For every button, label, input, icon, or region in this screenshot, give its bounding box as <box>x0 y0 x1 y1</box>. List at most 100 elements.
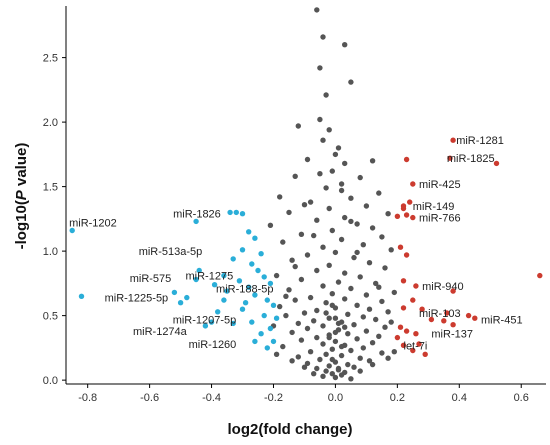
point-ns <box>369 361 376 368</box>
point-up <box>397 244 404 250</box>
x-tick-label: 0.2 <box>390 392 405 404</box>
point-ns <box>345 311 351 317</box>
point-ns <box>289 358 295 364</box>
point-down <box>242 300 249 306</box>
point-down <box>221 297 227 303</box>
y-tick-label: 2.5 <box>43 53 58 65</box>
point-ns <box>298 337 305 343</box>
point-ns <box>286 209 292 216</box>
point-ns <box>314 217 320 223</box>
point-ns <box>311 371 317 377</box>
point-up <box>394 213 401 219</box>
point-ns <box>295 354 301 360</box>
point-ns <box>326 127 332 133</box>
point-ns <box>348 79 354 85</box>
point-up <box>410 297 416 303</box>
point-ns <box>329 346 335 352</box>
y-axis-label-prefix: -log10( <box>13 200 30 249</box>
x-axis-label: log2(fold change) <box>228 421 353 438</box>
point-ns <box>376 333 382 339</box>
point-down <box>196 267 202 274</box>
point-annotation: miR-137 <box>431 329 473 341</box>
point-annotation: miR-1281 <box>456 135 504 147</box>
point-ns <box>373 280 379 287</box>
point-ns <box>332 315 339 321</box>
point-ns <box>298 276 305 283</box>
point-ns <box>335 279 342 285</box>
point-ns <box>342 160 348 167</box>
point-ns <box>323 92 329 98</box>
point-ns <box>357 355 363 361</box>
point-down <box>202 323 209 329</box>
x-tick-label: -0.6 <box>140 392 159 404</box>
point-down <box>236 278 243 284</box>
point-ns <box>314 7 320 13</box>
point-ns <box>379 234 385 240</box>
x-tick-label: -0.8 <box>78 392 97 404</box>
point-ns <box>338 187 345 194</box>
point-ns <box>320 373 326 379</box>
point-ns <box>338 352 345 359</box>
point-up <box>403 252 410 258</box>
point-up <box>397 324 404 330</box>
point-ns <box>314 334 320 341</box>
point-ns <box>292 297 298 303</box>
point-ns <box>283 293 289 299</box>
point-up <box>447 155 453 161</box>
point-ns <box>286 287 292 293</box>
point-up <box>441 318 447 324</box>
y-tick-label: 1.5 <box>43 182 58 194</box>
point-ns <box>369 340 376 346</box>
point-down <box>230 256 236 262</box>
point-down <box>215 309 221 315</box>
point-ns <box>351 364 357 370</box>
point-up <box>410 347 416 354</box>
point-ns <box>329 291 335 297</box>
point-annotation: miR-1207-5p <box>173 315 237 327</box>
point-ns <box>329 168 335 174</box>
point-ns <box>385 309 391 315</box>
point-ns <box>280 343 286 350</box>
point-annotation: miR-766 <box>419 213 461 225</box>
point-down <box>252 235 258 241</box>
point-ns <box>295 320 301 327</box>
point-ns <box>332 338 339 345</box>
point-up <box>444 310 450 316</box>
point-annotation: miR-1260 <box>189 339 237 351</box>
point-ns <box>345 361 351 368</box>
point-ns <box>342 42 348 48</box>
point-up <box>413 283 419 289</box>
point-ns <box>301 310 308 316</box>
point-ns <box>329 302 335 308</box>
point-up <box>416 341 422 347</box>
point-up <box>450 137 456 143</box>
x-axis-ticks: -0.8 -0.6 -0.4 -0.2 0.0 0.2 0.4 0.6 <box>78 384 529 404</box>
point-ns <box>357 174 363 181</box>
point-ns <box>354 302 360 308</box>
point-ns <box>357 274 363 280</box>
point-down <box>261 274 267 280</box>
point-up <box>465 312 472 319</box>
point-ns <box>289 257 295 263</box>
point-ns <box>317 65 323 71</box>
point-ns <box>317 116 323 123</box>
point-ns <box>326 262 332 268</box>
point-up <box>450 288 456 294</box>
point-ns <box>348 195 354 201</box>
point-ns <box>311 318 317 324</box>
point-ns <box>320 137 326 143</box>
point-down <box>171 289 178 296</box>
point-ns <box>329 356 335 363</box>
point-ns <box>335 365 342 372</box>
point-up <box>400 205 407 212</box>
point-ns <box>354 249 360 256</box>
point-down <box>249 261 255 267</box>
point-ns <box>298 231 305 237</box>
point-ns <box>363 203 370 209</box>
point-down <box>267 280 274 287</box>
point-ns <box>314 365 320 372</box>
point-ns <box>342 324 348 330</box>
x-tick-label: -0.2 <box>264 392 283 404</box>
point-down <box>270 338 277 345</box>
point-ns <box>326 334 332 341</box>
